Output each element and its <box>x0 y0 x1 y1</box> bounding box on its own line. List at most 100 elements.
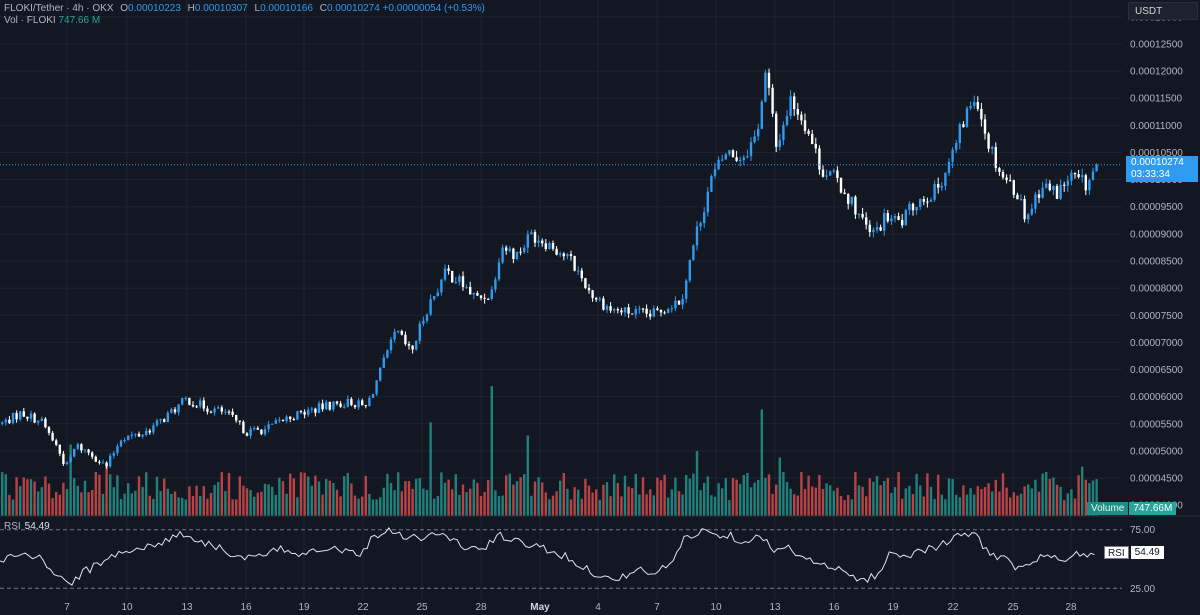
volume-bar <box>832 490 835 516</box>
candle-body <box>605 306 609 310</box>
volume-bar <box>40 487 43 516</box>
volume-bar <box>929 486 933 516</box>
candle-body <box>332 401 335 410</box>
volume-bar <box>526 435 529 516</box>
volume-bar <box>429 422 432 516</box>
volume-bar <box>501 495 504 516</box>
volume-label[interactable]: Vol · FLOKI <box>4 15 56 26</box>
candle-body <box>584 278 587 289</box>
volume-bar <box>65 489 69 516</box>
date-tick: 4 <box>595 602 601 613</box>
candle-body <box>710 175 713 192</box>
volume-bar <box>278 477 281 516</box>
volume-bar <box>775 484 778 516</box>
volume-bar <box>807 475 810 516</box>
volume-bar <box>33 481 36 516</box>
candle-body <box>325 401 328 410</box>
candle-body <box>134 433 137 435</box>
candle-body <box>69 456 72 463</box>
volume-bar <box>868 478 871 516</box>
candle-body <box>767 72 771 88</box>
volume-bar <box>998 491 1001 516</box>
candle-body <box>393 331 396 340</box>
volume-bar <box>839 495 843 516</box>
candle-body <box>379 367 382 381</box>
volume-bar <box>940 494 943 516</box>
candle-body <box>753 136 756 143</box>
volume-bar <box>55 491 58 516</box>
price-tick: 0.00009500 <box>1130 202 1183 213</box>
volume-bar <box>688 478 691 516</box>
candle-body <box>19 411 22 420</box>
candle-body <box>231 411 234 416</box>
volume-bar <box>332 483 335 516</box>
volume-bar <box>296 497 299 516</box>
candle-body <box>411 345 414 350</box>
volume-bar <box>811 486 814 516</box>
price-tick: 0.00008500 <box>1130 257 1183 268</box>
candle-body <box>1059 184 1062 199</box>
rsi-label[interactable]: RSI <box>4 521 21 532</box>
volume-bar <box>771 494 774 516</box>
volume-bar <box>314 475 317 516</box>
price-tick: 0.00005500 <box>1130 419 1183 430</box>
volume-bar <box>483 491 486 516</box>
candle-body <box>818 148 821 170</box>
candle-body <box>559 253 562 255</box>
volume-bar <box>109 474 112 516</box>
volume-bar <box>789 488 792 516</box>
candle-body <box>220 407 223 412</box>
candle-body <box>829 171 832 176</box>
date-tick: 22 <box>357 602 369 613</box>
candle-body <box>577 270 580 272</box>
volume-bar <box>353 495 357 516</box>
rsi-legend: RSI 54.49 <box>4 521 50 532</box>
volume-bar <box>443 482 447 516</box>
currency-button[interactable]: USDT <box>1128 2 1198 20</box>
candle-body <box>674 300 677 309</box>
volume-bar <box>343 476 346 516</box>
candle-body <box>958 124 961 144</box>
volume-bar <box>613 474 616 516</box>
volume-bar <box>645 494 648 516</box>
volume-bar <box>375 499 378 516</box>
last-price-value: 0.00010274 <box>1131 157 1184 168</box>
candle-body <box>785 115 789 125</box>
volume-bar <box>670 489 673 516</box>
volume-bar <box>890 492 893 516</box>
candle-body <box>760 101 763 129</box>
date-tick: 22 <box>947 602 959 613</box>
candle-body <box>1016 194 1019 200</box>
volume-bar <box>461 484 465 516</box>
candle-body <box>1001 172 1005 178</box>
volume-bar <box>1059 486 1062 516</box>
volume-bar <box>130 493 133 516</box>
candle-body <box>1034 194 1037 209</box>
date-tick: 7 <box>654 602 660 613</box>
date-tick: May <box>530 602 550 613</box>
volume-bar <box>857 485 861 516</box>
volume-bar <box>94 472 97 516</box>
candle-body <box>627 307 630 314</box>
candle-body <box>728 150 731 155</box>
candle-body <box>875 227 879 230</box>
candle-body <box>775 113 778 147</box>
symbol-title[interactable]: FLOKI/Tether · 4h · OKX <box>4 3 114 14</box>
candle-body <box>631 313 634 315</box>
candle-body <box>127 435 130 440</box>
volume-bar <box>911 494 915 516</box>
candle-body <box>1084 175 1087 191</box>
rsi-value: 54.49 <box>24 521 50 532</box>
candle-body <box>94 456 97 462</box>
price-tick: 0.00007500 <box>1130 311 1183 322</box>
candle-body <box>688 259 691 281</box>
candle-body <box>519 251 522 253</box>
date-tick: 13 <box>181 602 193 613</box>
candle-body <box>771 87 774 114</box>
candle-body <box>119 440 123 447</box>
volume-bar <box>163 478 166 516</box>
volume-bar <box>382 487 385 516</box>
candle-body <box>15 412 18 420</box>
candle-body <box>227 411 231 413</box>
